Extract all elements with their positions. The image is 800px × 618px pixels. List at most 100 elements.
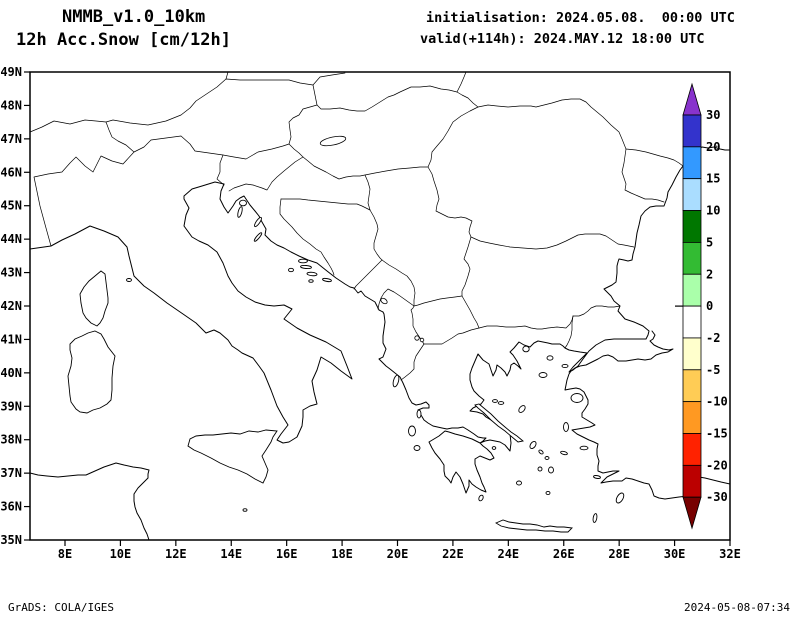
colorbar-segment (682, 241, 702, 275)
border-hr-rs (364, 174, 371, 211)
coastlines (29, 146, 731, 541)
island-pag (254, 216, 262, 228)
island-cres (237, 206, 243, 218)
island-aegina (491, 446, 497, 450)
lat-tick-label: 36N (0, 500, 22, 514)
island-skopelos (497, 401, 505, 405)
island-korcula (306, 271, 318, 277)
lat-tick-label: 47N (0, 132, 22, 146)
island-imbros (561, 363, 569, 369)
colorbar-tick-label: -5 (706, 363, 720, 377)
island-samos (579, 445, 589, 451)
border-rs-bg (461, 236, 472, 297)
island-malta (242, 508, 248, 512)
border-me-al (377, 288, 415, 310)
island-lefkada (416, 409, 422, 419)
lon-tick-label: 16E (276, 547, 298, 561)
lake-balaton (319, 135, 347, 147)
island-brac (298, 258, 308, 264)
island-samothrace (546, 355, 554, 361)
island-vis (288, 267, 294, 273)
colorbar-tick-label: -30 (706, 490, 728, 504)
lon-tick-label: 22E (442, 547, 464, 561)
island-corfu (392, 374, 400, 388)
island-skiathos (492, 399, 498, 403)
colorbar-segment (682, 178, 702, 211)
border-ba-me (353, 259, 383, 290)
border-de-at-cz (105, 72, 346, 126)
colorbar-tick-label: 10 (706, 204, 720, 218)
island-thasos (522, 345, 530, 353)
lon-tick-label: 20E (387, 547, 409, 561)
colorbar-segment (682, 305, 702, 339)
border-rs-ro (427, 166, 473, 238)
coastline-sicily (187, 429, 278, 484)
generation-timestamp: 2024-05-08-07:34 (684, 601, 790, 614)
island-elba (126, 278, 132, 282)
colorbar-tick-label: 2 (706, 267, 713, 281)
colorbar-segment (682, 464, 702, 498)
colorbar-tick-label: 5 (706, 235, 713, 249)
lake-scutari (380, 297, 388, 305)
model-title: NMMB_v1.0_10km (62, 7, 206, 27)
colorbar-segment (682, 114, 702, 148)
colorbar-tick-label: -20 (706, 458, 728, 472)
border-at-hu-si (222, 84, 318, 160)
border-gr-mk (423, 327, 480, 345)
colorbar-tick-label: 20 (706, 140, 720, 154)
init-time-label: initialisation: 2024.05.08. 00:00 UTC (426, 10, 735, 26)
colorbar-tick-label: -10 (706, 395, 728, 409)
coastline-corsica (79, 270, 109, 327)
lat-tick-label: 48N (0, 98, 22, 112)
island-dugi-otok (253, 232, 263, 242)
border-gr-tr (564, 315, 574, 349)
colorbar-arrow-bottom (682, 496, 702, 530)
island-mykonos (544, 456, 550, 460)
lon-tick-label: 18E (331, 547, 353, 561)
colorbar-tick-label: 30 (706, 108, 720, 122)
lon-tick-label: 26E (553, 547, 575, 561)
grads-credit: GrADS: COLA/IGES (8, 601, 114, 614)
island-mljet (322, 277, 332, 283)
border-bg-gr (478, 315, 574, 330)
colorbar-arrow-top (682, 82, 702, 116)
colorbar-segment (682, 401, 702, 434)
border-hr-ba-north (280, 198, 371, 211)
map-frame (29, 71, 731, 541)
border-al-gr (400, 343, 425, 381)
coastline-north-africa (29, 462, 150, 541)
border-sk-ua (456, 71, 467, 93)
lat-tick-label: 38N (0, 433, 22, 447)
border-al-mk (410, 305, 425, 345)
border-ba-rs (369, 209, 383, 261)
island-lemnos (538, 372, 548, 378)
lat-tick-label: 49N (0, 65, 22, 79)
border-cz-de-north (225, 71, 229, 80)
lon-tick-label: 12E (165, 547, 187, 561)
lon-tick-label: 24E (497, 547, 519, 561)
coastline-balkans-greece-blacksea (219, 146, 731, 494)
island-tinos (538, 449, 544, 455)
longitude-axis: 8E 10E 12E 14E 16E 18E 20E 22E 24E 26E 28E 30E 32E (58, 540, 741, 561)
island-rhodes (615, 492, 625, 504)
coastline-italy (29, 181, 353, 444)
colorbar-segment (682, 273, 702, 307)
lat-tick-label: 43N (0, 266, 22, 280)
island-hvar (300, 264, 312, 270)
island-zakynthos (413, 445, 421, 451)
lon-tick-label: 32E (719, 547, 741, 561)
border-alps-fr-ch-at-si (33, 135, 225, 247)
lat-tick-label: 42N (0, 299, 22, 313)
colorbar-segment (682, 369, 702, 403)
island-lesbos (570, 393, 584, 403)
border-ro-ua-md (477, 98, 665, 203)
country-borders (29, 71, 684, 381)
colorbar-segment (682, 210, 702, 243)
island-kefalonia (408, 425, 416, 437)
lakes (319, 135, 425, 343)
island-santorini (545, 490, 551, 496)
border-ch-north (29, 119, 135, 153)
island-naxos (548, 466, 554, 474)
product-title: 12h Acc.Snow [cm/12h] (16, 30, 231, 50)
